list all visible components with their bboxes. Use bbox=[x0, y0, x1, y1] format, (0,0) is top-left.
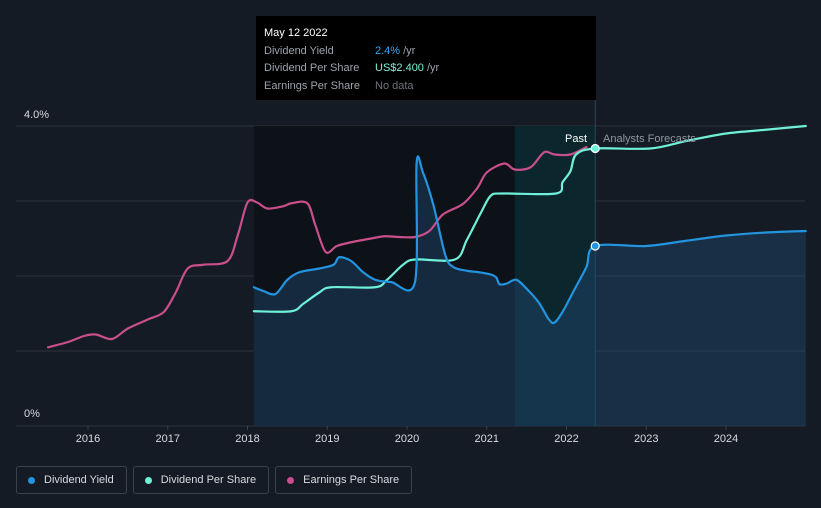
dividend-per-share-line bbox=[252, 124, 807, 313]
x-tick-label: 2018 bbox=[235, 433, 259, 445]
legend-dot-icon bbox=[144, 476, 152, 484]
tooltip-label: Dividend Per Share bbox=[264, 62, 360, 74]
x-tick-label: 2024 bbox=[714, 433, 738, 445]
axis-labels: 4.0% 0% Past Analysts Forecasts bbox=[24, 109, 696, 420]
analysts-forecasts-label: Analysts Forecasts bbox=[603, 133, 696, 145]
tooltip-unit: /yr bbox=[426, 62, 440, 74]
legend-dot-icon bbox=[287, 476, 295, 484]
x-axis-ticks: 2016 2017 2018 2019 2020 2021 2022 2023 2024 bbox=[76, 426, 738, 445]
legend-dividend-yield[interactable]: Dividend Yield bbox=[16, 466, 127, 494]
legend-dividend-per-share[interactable]: Dividend Per Share bbox=[132, 466, 270, 494]
dividend-yield-marker bbox=[590, 241, 600, 251]
tooltip-date: May 12 2022 bbox=[264, 27, 328, 39]
x-tick-label: 2017 bbox=[156, 433, 180, 445]
tooltip-label: Dividend Yield bbox=[264, 44, 334, 57]
tooltip-value: US$2.400 bbox=[375, 62, 424, 74]
series-areas bbox=[253, 156, 806, 426]
x-tick-label: 2019 bbox=[315, 433, 339, 445]
tooltip-label: Earnings Per Share bbox=[264, 79, 360, 92]
tooltip-row-earnings-per-share: Earnings Per Share No data bbox=[264, 78, 588, 96]
dividend-yield-line bbox=[252, 155, 807, 325]
legend-label: Dividend Per Share bbox=[160, 474, 257, 486]
x-tick-label: 2016 bbox=[76, 433, 100, 445]
legend-label: Earnings Per Share bbox=[303, 474, 400, 486]
series-lines bbox=[47, 124, 807, 349]
earnings-per-share-line bbox=[47, 145, 588, 349]
legend-earnings-per-share[interactable]: Earnings Per Share bbox=[275, 466, 413, 494]
legend-dot-icon bbox=[28, 476, 35, 484]
x-tick-label: 2023 bbox=[634, 433, 658, 445]
dividend-yield-area bbox=[253, 156, 806, 426]
legend-label: Dividend Yield bbox=[44, 474, 114, 486]
dividend-per-share-marker bbox=[590, 143, 600, 154]
tooltip-value: No data bbox=[375, 79, 414, 92]
legend: Dividend Yield Dividend Per Share Earnin… bbox=[16, 466, 413, 494]
tooltip-value: 2.4% bbox=[375, 44, 401, 57]
y-label-bottom: 0% bbox=[24, 408, 40, 420]
tooltip-unit: /yr bbox=[403, 44, 416, 57]
y-label-top: 4.0% bbox=[24, 109, 49, 121]
hover-tooltip: May 12 2022 Dividend Yield 2.4% /yr Divi… bbox=[256, 16, 596, 100]
past-label: Past bbox=[565, 133, 587, 145]
highlight-markers bbox=[590, 143, 600, 251]
tooltip-row-dividend-yield: Dividend Yield 2.4% /yr bbox=[264, 43, 588, 61]
x-tick-label: 2020 bbox=[395, 433, 419, 445]
x-tick-label: 2022 bbox=[554, 433, 578, 445]
x-tick-label: 2021 bbox=[475, 433, 499, 445]
tooltip-row-dividend-per-share: Dividend Per Share US$2.400 /yr bbox=[264, 60, 588, 78]
